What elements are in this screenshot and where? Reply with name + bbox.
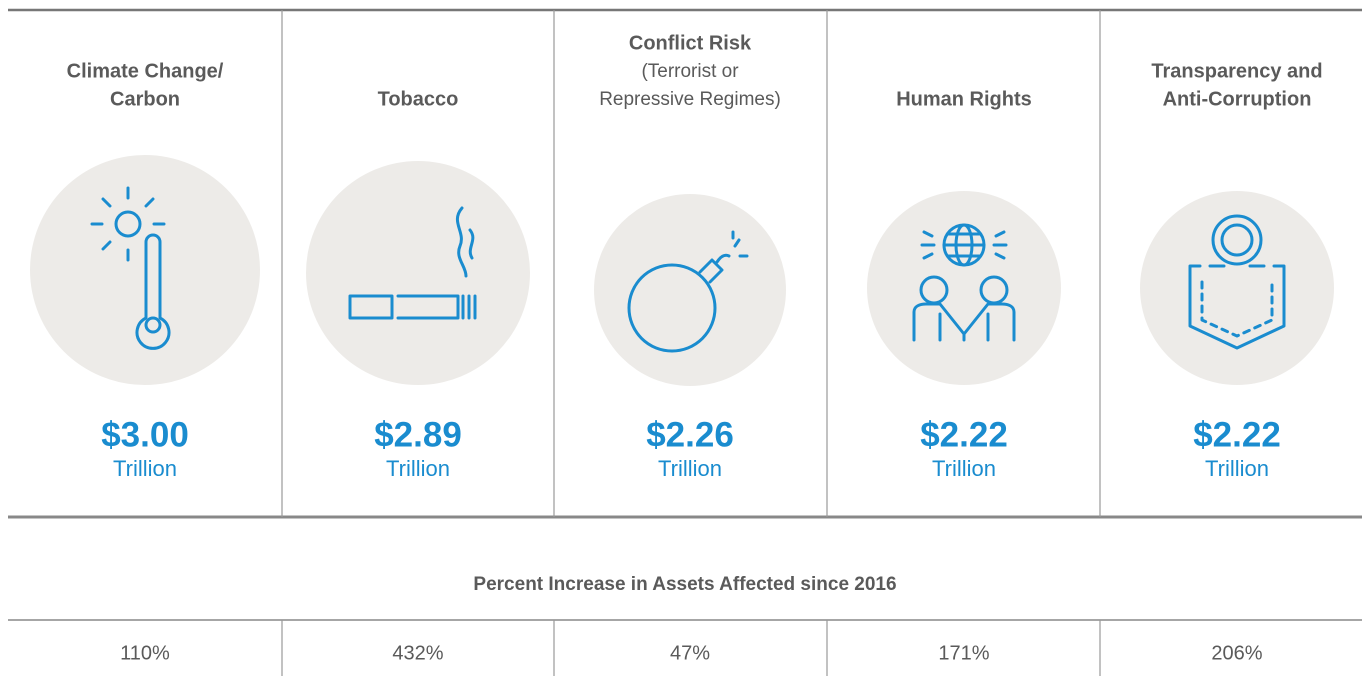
amount: $3.00 [101,415,189,454]
percent-increase: 206% [1211,642,1262,664]
column-title: Tobacco [378,88,459,110]
amount: $2.22 [1193,415,1281,454]
percent-increase: 47% [670,642,710,664]
human-rights-icon [912,223,1016,342]
column-title: Conflict Risk [629,32,752,54]
amount: $2.89 [374,415,462,454]
unit: Trillion [932,456,996,481]
unit: Trillion [1205,456,1269,481]
dividers [281,10,1101,676]
column-subtitle: Repressive Regimes) [599,89,781,110]
cigarette-icon [348,206,477,320]
percent-increase: 110% [120,642,170,664]
unit: Trillion [386,456,450,481]
pocket-icon [1188,214,1286,350]
percent-increase: 171% [938,642,989,664]
column-title: Anti-Corruption [1163,88,1312,110]
column-title: Transparency and [1151,60,1322,82]
column-title: Carbon [110,88,180,110]
unit: Trillion [113,456,177,481]
bomb-icon [627,230,749,353]
percent-increase: 432% [392,642,443,664]
amount: $2.26 [646,415,734,454]
thermometer-icon [90,186,171,350]
column-subtitle: (Terrorist or [641,61,739,82]
increase-heading: Percent Increase in Assets Affected sinc… [473,574,896,595]
amount: $2.22 [920,415,1008,454]
column-title: Human Rights [896,88,1032,110]
column-title: Climate Change/ [67,60,224,82]
unit: Trillion [658,456,722,481]
